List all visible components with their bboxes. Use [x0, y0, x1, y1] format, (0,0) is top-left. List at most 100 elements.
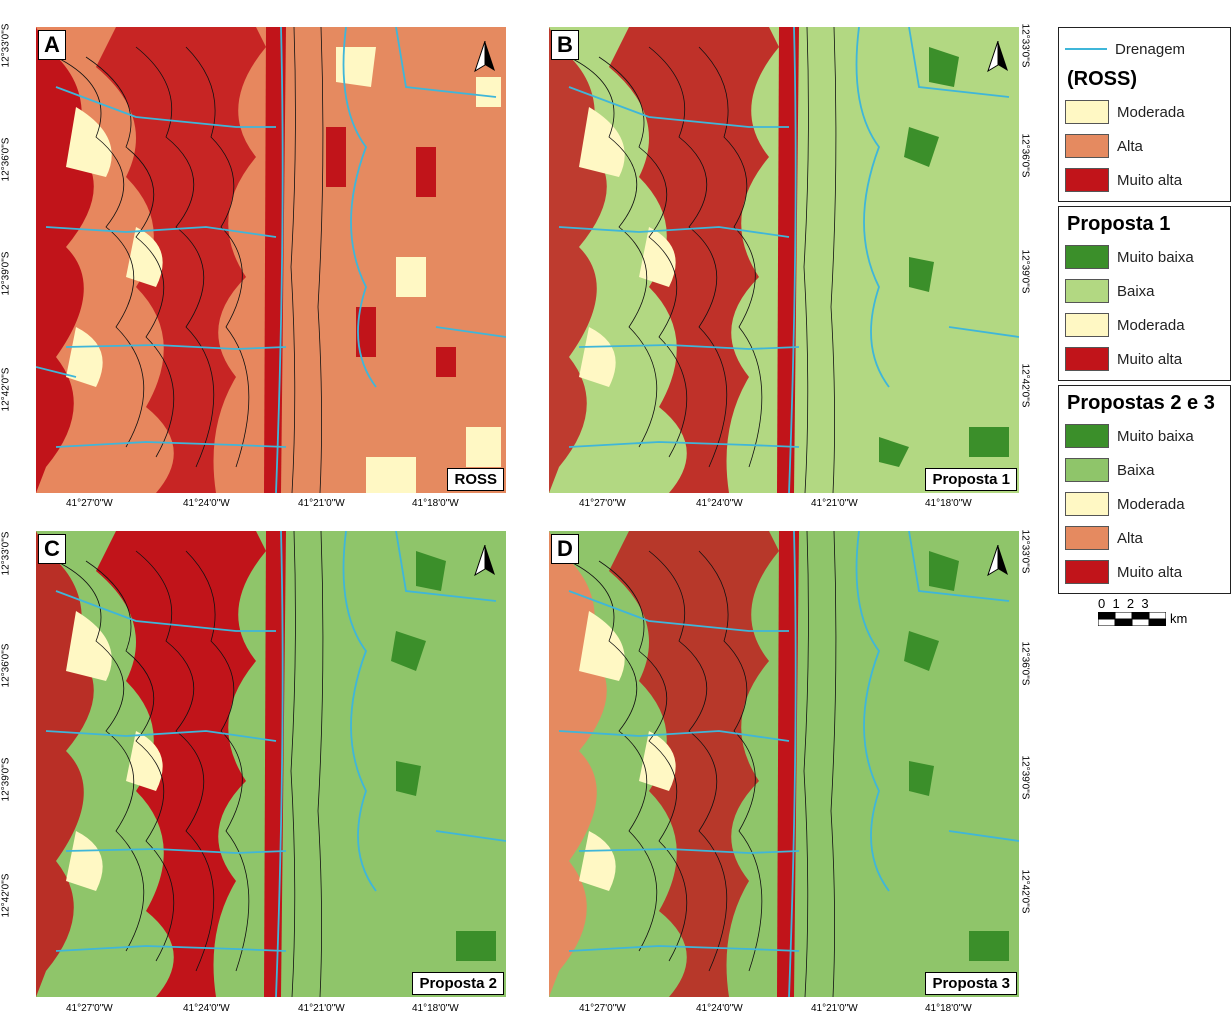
- legend-ross: Drenagem (ROSS) Moderada Alta Muito alta: [1058, 27, 1231, 202]
- swatch-muito-alta: [1065, 168, 1109, 192]
- panel-name-c: Proposta 2: [412, 972, 504, 995]
- lon-tick-label: 41°27'0"W: [579, 1003, 626, 1014]
- map-legend: Drenagem (ROSS) Moderada Alta Muito alta…: [1058, 27, 1231, 598]
- legend-item: Moderada: [1065, 95, 1230, 129]
- lon-tick-label: 41°24'0"W: [183, 498, 230, 509]
- map-d: [549, 531, 1019, 997]
- lat-tick-label: 12°39'0"S: [0, 251, 12, 296]
- lon-tick-label: 41°21'0"W: [298, 1003, 345, 1014]
- swatch-moderada: [1065, 492, 1109, 516]
- north-arrow-icon: [987, 41, 1009, 75]
- lon-tick-label: 41°18'0"W: [925, 1003, 972, 1014]
- lat-tick-label: 12°39'0"S: [1019, 249, 1031, 294]
- lon-tick-label: 41°18'0"W: [925, 498, 972, 509]
- scale-bar: 0 1 2 3 km: [1098, 596, 1187, 626]
- legend-label: Baixa: [1117, 282, 1155, 300]
- scale-bar-icon: [1098, 611, 1166, 626]
- legend-title-ross: (ROSS): [1067, 68, 1137, 90]
- legend-item: Muito baixa: [1065, 240, 1230, 274]
- lat-tick-label: 12°33'0"S: [1019, 23, 1031, 68]
- map-panel-c: C Proposta 2: [36, 531, 506, 997]
- panel-name-d: Proposta 3: [925, 972, 1017, 995]
- lat-tick-label: 12°36'0"S: [0, 137, 12, 182]
- scale-unit: km: [1170, 611, 1188, 626]
- lon-tick-label: 41°27'0"W: [579, 498, 626, 509]
- legend-label: Muito alta: [1117, 350, 1183, 368]
- lon-tick-label: 41°21'0"W: [811, 498, 858, 509]
- legend-item: Baixa: [1065, 274, 1230, 308]
- legend-drainage-label: Drenagem: [1115, 40, 1186, 58]
- legend-item: Moderada: [1065, 487, 1230, 521]
- legend-item: Baixa: [1065, 453, 1230, 487]
- lat-tick-label: 12°42'0"S: [0, 367, 12, 412]
- legend-label: Muito baixa: [1117, 248, 1194, 266]
- map-a: [36, 27, 506, 493]
- panel-letter-c: C: [38, 534, 66, 564]
- swatch-alta: [1065, 526, 1109, 550]
- scale-numbers: 0 1 2 3: [1098, 596, 1149, 611]
- legend-p23: Propostas 2 e 3 Muito baixa Baixa Modera…: [1058, 385, 1231, 594]
- panel-letter-d: D: [551, 534, 579, 564]
- lon-tick-label: 41°27'0"W: [66, 1003, 113, 1014]
- legend-item: Muito alta: [1065, 342, 1230, 376]
- lat-tick-label: 12°42'0"S: [1019, 363, 1031, 408]
- legend-item: Alta: [1065, 129, 1230, 163]
- panel-letter-b: B: [551, 30, 579, 60]
- legend-item: Muito alta: [1065, 163, 1230, 197]
- legend-label: Muito baixa: [1117, 427, 1194, 445]
- lat-tick-label: 12°42'0"S: [1019, 869, 1031, 914]
- lat-tick-label: 12°39'0"S: [1019, 755, 1031, 800]
- map-panel-d: D Proposta 3: [549, 531, 1019, 997]
- legend-item: Moderada: [1065, 308, 1230, 342]
- lat-tick-label: 12°36'0"S: [0, 643, 12, 688]
- lat-tick-label: 12°39'0"S: [0, 757, 12, 802]
- swatch-alta: [1065, 134, 1109, 158]
- drainage-line-icon: [1065, 48, 1107, 50]
- lat-tick-label: 12°33'0"S: [0, 531, 12, 576]
- legend-label: Baixa: [1117, 461, 1155, 479]
- lon-tick-label: 41°21'0"W: [811, 1003, 858, 1014]
- panel-name-a: ROSS: [447, 468, 504, 491]
- legend-title-p23: Propostas 2 e 3: [1067, 392, 1215, 414]
- lat-tick-label: 12°42'0"S: [0, 873, 12, 918]
- legend-label: Moderada: [1117, 495, 1185, 513]
- legend-drainage-row: Drenagem: [1065, 32, 1230, 66]
- swatch-muito-alta: [1065, 560, 1109, 584]
- legend-p1: Proposta 1 Muito baixa Baixa Moderada Mu…: [1058, 206, 1231, 381]
- swatch-muito-baixa: [1065, 424, 1109, 448]
- legend-label: Moderada: [1117, 103, 1185, 121]
- swatch-baixa: [1065, 458, 1109, 482]
- lat-tick-label: 12°33'0"S: [1019, 529, 1031, 574]
- swatch-muito-alta: [1065, 347, 1109, 371]
- lon-tick-label: 41°18'0"W: [412, 498, 459, 509]
- lon-tick-label: 41°27'0"W: [66, 498, 113, 509]
- lat-tick-label: 12°33'0"S: [0, 23, 12, 68]
- lon-tick-label: 41°24'0"W: [183, 1003, 230, 1014]
- legend-item: Alta: [1065, 521, 1230, 555]
- map-b: [549, 27, 1019, 493]
- panel-name-b: Proposta 1: [925, 468, 1017, 491]
- legend-item: Muito baixa: [1065, 419, 1230, 453]
- swatch-moderada: [1065, 313, 1109, 337]
- map-panel-b: B Proposta 1: [549, 27, 1019, 493]
- legend-label: Moderada: [1117, 316, 1185, 334]
- legend-label: Alta: [1117, 137, 1143, 155]
- lon-tick-label: 41°21'0"W: [298, 498, 345, 509]
- north-arrow-icon: [474, 41, 496, 75]
- lon-tick-label: 41°18'0"W: [412, 1003, 459, 1014]
- swatch-moderada: [1065, 100, 1109, 124]
- legend-title-p1: Proposta 1: [1067, 213, 1171, 235]
- lat-tick-label: 12°36'0"S: [1019, 133, 1031, 178]
- swatch-baixa: [1065, 279, 1109, 303]
- north-arrow-icon: [474, 545, 496, 579]
- lon-tick-label: 41°24'0"W: [696, 498, 743, 509]
- lon-tick-label: 41°24'0"W: [696, 1003, 743, 1014]
- legend-item: Muito alta: [1065, 555, 1230, 589]
- lat-tick-label: 12°36'0"S: [1019, 641, 1031, 686]
- panel-letter-a: A: [38, 30, 66, 60]
- legend-label: Alta: [1117, 529, 1143, 547]
- legend-label: Muito alta: [1117, 171, 1183, 189]
- north-arrow-icon: [987, 545, 1009, 579]
- map-c: [36, 531, 506, 997]
- map-panel-a: A ROSS: [36, 27, 506, 493]
